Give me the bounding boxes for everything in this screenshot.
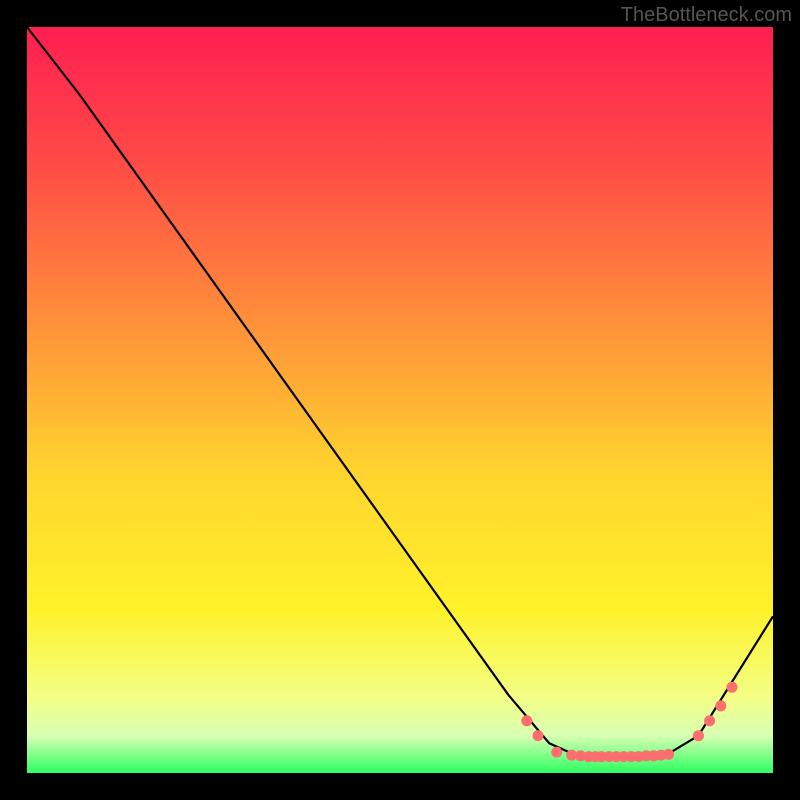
marker-point xyxy=(521,715,532,726)
marker-point xyxy=(704,715,715,726)
marker-point xyxy=(715,700,726,711)
marker-point xyxy=(551,747,562,758)
marker-point xyxy=(693,730,704,741)
marker-point xyxy=(533,730,544,741)
bottleneck-chart xyxy=(0,0,800,800)
marker-point xyxy=(727,682,738,693)
marker-point xyxy=(663,749,674,760)
watermark-text: TheBottleneck.com xyxy=(621,4,792,27)
chart-container: TheBottleneck.com xyxy=(0,0,800,800)
gradient-background xyxy=(27,27,773,773)
